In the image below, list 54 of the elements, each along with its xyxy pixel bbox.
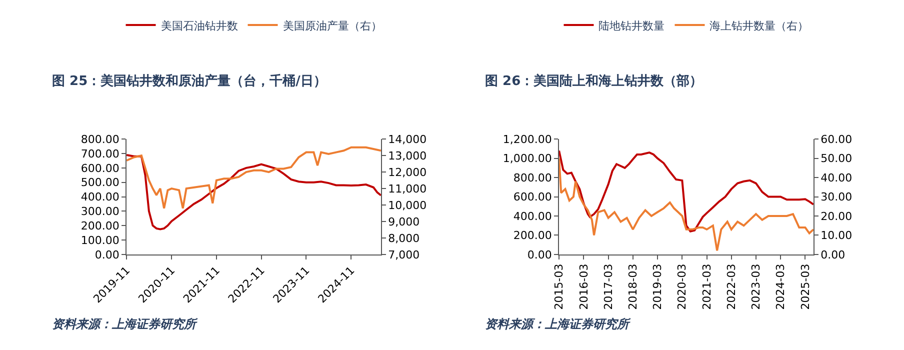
x-tick-label: 2025-03 — [798, 264, 812, 310]
chart-title: 图 25：美国钻井数和原油产量（台，千桶/日） — [52, 73, 326, 89]
y2-tick-label: 40.00 — [820, 171, 852, 184]
x-tick-label: 2015-03 — [552, 264, 566, 310]
x-tick-label: 2019-03 — [651, 264, 664, 310]
y-tick-label: 0.00 — [94, 248, 120, 262]
y-tick-label: 300.00 — [80, 205, 120, 218]
y2-tick-label: 14,000 — [388, 132, 427, 146]
y-tick-label: 0.00 — [527, 248, 552, 262]
y2-tick-label: 10,000 — [388, 198, 427, 212]
y2-tick-label: 12,000 — [388, 166, 427, 179]
y2-tick-label: 50.00 — [820, 152, 852, 166]
x-tick-label: 2016-03 — [577, 264, 590, 310]
y-tick-label: 1,000.00 — [502, 152, 552, 166]
y2-tick-label: 20.00 — [820, 210, 852, 223]
y2-tick-label: 13,000 — [388, 149, 427, 162]
x-tick-label: 2023-03 — [750, 264, 763, 310]
y-tick-label: 600.00 — [513, 190, 552, 204]
text: 资料来源：上海证券研究所 — [485, 317, 631, 331]
x-tick-label: 2021-03 — [700, 264, 714, 310]
legend-label: 海上钻井数量（右） — [710, 19, 809, 32]
x-tick-label: 2022-03 — [724, 264, 738, 310]
y-tick-label: 500.00 — [80, 176, 120, 190]
line-series — [559, 157, 814, 252]
x-tick-label: 2024-03 — [774, 264, 788, 310]
legend-label: 美国石油钻井数 — [160, 19, 238, 32]
y-tick-label: 100.00 — [80, 234, 120, 247]
y-tick-label: 200.00 — [80, 219, 120, 232]
line-series — [559, 150, 814, 232]
line-series — [126, 146, 381, 210]
y-tick-label: 1,200.00 — [502, 132, 552, 146]
legend-label: 美国原油产量（右） — [282, 19, 382, 32]
x-tick-label: 2018-03 — [626, 264, 640, 310]
y-tick-label: 200.00 — [513, 229, 552, 242]
x-tick-label: 2017-03 — [602, 264, 615, 310]
y-tick-label: 400.00 — [513, 210, 552, 223]
line-series — [126, 154, 381, 230]
y-tick-label: 400.00 — [80, 190, 120, 204]
legend-label: 陆地钻井数量 — [598, 19, 665, 32]
x-tick-label: 2020-03 — [676, 264, 689, 310]
y2-tick-label: 0.00 — [820, 248, 846, 262]
y2-tick-label: 60.00 — [820, 132, 852, 146]
y2-tick-label: 8,000 — [388, 232, 420, 245]
y2-tick-label: 9,000 — [388, 215, 420, 228]
y-tick-label: 800.00 — [80, 132, 120, 146]
chart-title: 图 26：美国陆上和海上钻井数（部） — [485, 73, 703, 89]
y2-tick-label: 10.00 — [820, 229, 852, 242]
y-tick-label: 600.00 — [80, 162, 120, 175]
y-tick-label: 700.00 — [80, 147, 120, 160]
y-tick-label: 800.00 — [513, 171, 552, 184]
y2-tick-label: 30.00 — [820, 190, 852, 204]
y2-tick-label: 11,000 — [388, 182, 427, 196]
y2-tick-label: 7,000 — [388, 248, 420, 262]
text: 资料来源：上海证券研究所 — [52, 317, 198, 331]
